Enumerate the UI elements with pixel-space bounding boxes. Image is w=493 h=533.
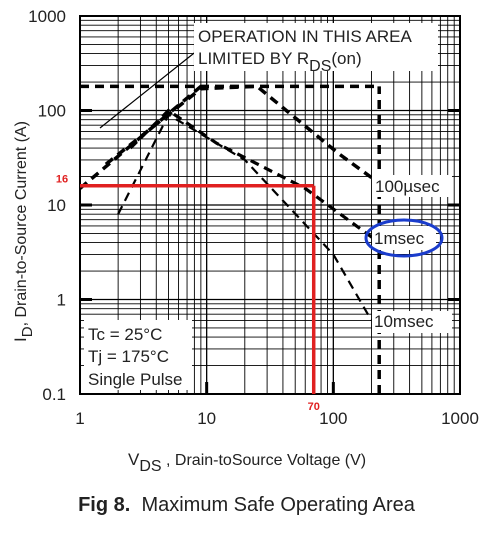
soa-chart: OPERATION IN THIS AREA LIMITED BY RDS(on)…: [11, 7, 479, 475]
x-tick-label: 1: [75, 409, 84, 428]
y-tick-label: 1: [57, 291, 66, 310]
x-axis-label: VDS , Drain-toSource Voltage (V): [128, 450, 366, 475]
x-tick-label: 100: [319, 409, 347, 428]
annotation-leader-line: [99, 41, 209, 129]
rds-note-line2: LIMITED BY RDS(on): [198, 49, 362, 75]
conditions-bg: [84, 320, 192, 390]
caption-fig-number: Fig 8.: [78, 494, 131, 516]
label-100usec: 100µsec: [375, 177, 440, 196]
label-1msec-bg: [372, 226, 436, 250]
limit-line-rds-on-limit: [78, 85, 203, 190]
rds-note-line2-sub: DS: [309, 58, 331, 75]
rds-note-line2-a: LIMITED BY R: [198, 49, 309, 68]
figure-caption: Fig 8. Maximum Safe Operating Area: [0, 494, 493, 517]
rds-note-line2-b: (on): [331, 49, 361, 68]
label-100usec-bg: [372, 175, 452, 197]
cond-tj: Tj = 175°C: [88, 347, 169, 366]
rds-note-bg: [194, 23, 438, 71]
y-axis-label: ID, Drain-to-Source Current (A): [11, 121, 36, 342]
caption-text: Maximum Safe Operating Area: [141, 494, 415, 516]
y-tick-label: 1000: [28, 7, 66, 26]
y-tick-label: 10: [47, 196, 66, 215]
cond-pulse: Single Pulse: [88, 370, 183, 389]
rds-note-line1: OPERATION IN THIS AREA: [198, 27, 412, 46]
y-tick-label: 100: [38, 102, 66, 121]
plot-frame: [79, 15, 461, 395]
cond-tc: Tc = 25°C: [88, 325, 162, 344]
operating-voltage-label: 70: [308, 401, 320, 413]
label-10msec-bg: [372, 311, 452, 333]
series-line-3: [117, 113, 373, 322]
label-1msec: 1msec: [374, 229, 425, 248]
highlight-ellipse-1msec: [364, 218, 444, 258]
label-10msec: 10msec: [374, 312, 434, 331]
x-tick-label: 10: [197, 409, 216, 428]
operating-current-label: 16: [56, 174, 68, 186]
x-tick-label: 1000: [441, 409, 479, 428]
y-tick-label: 0.1: [42, 385, 66, 404]
series-line-1: [104, 84, 381, 185]
